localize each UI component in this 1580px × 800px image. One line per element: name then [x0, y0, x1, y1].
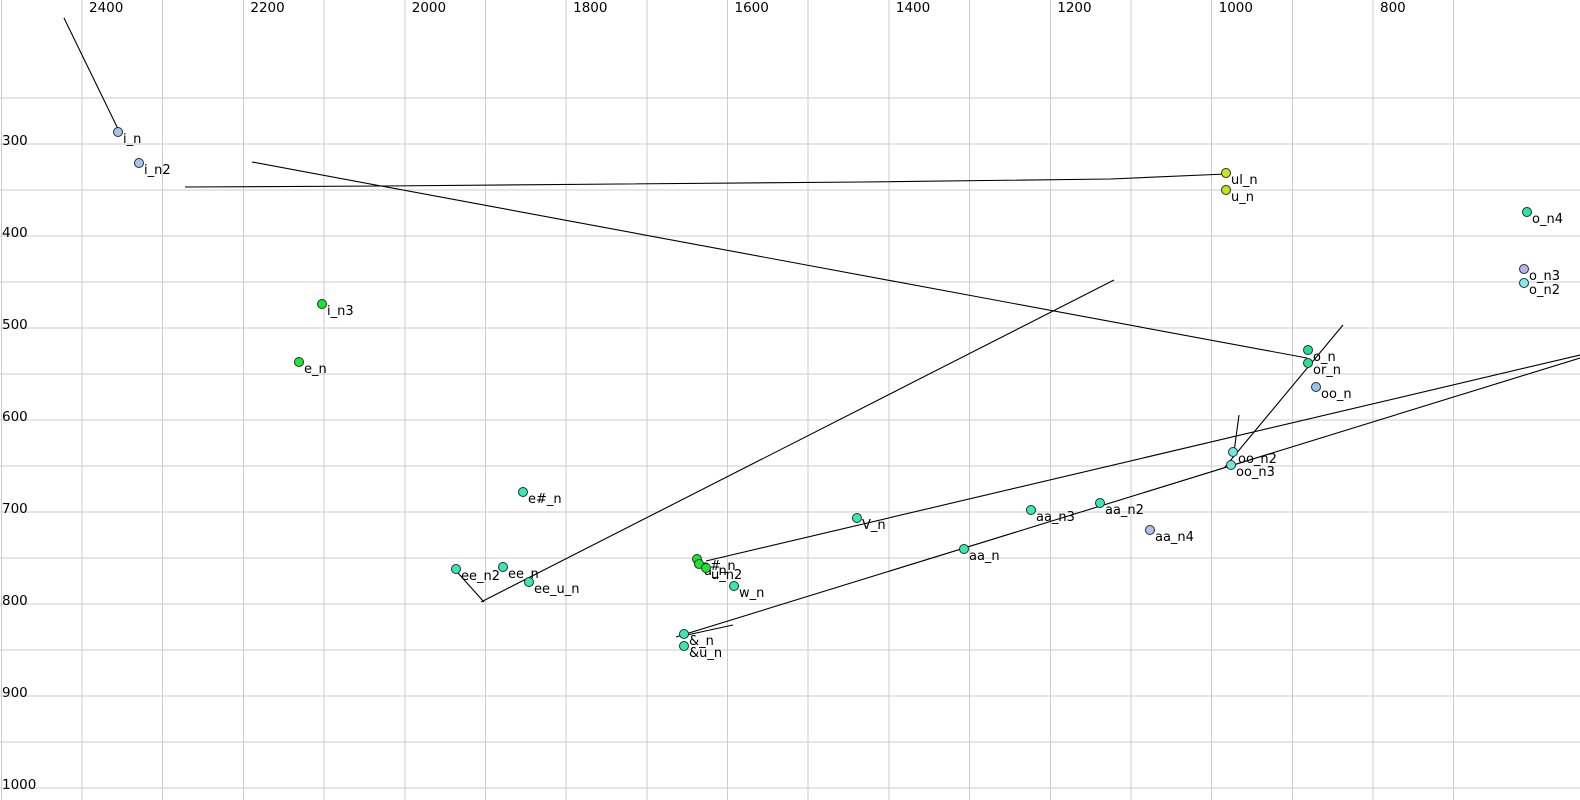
data-point-label-oo_n3: oo_n3 [1236, 465, 1275, 480]
data-point-label-e_n: e_n [304, 362, 327, 377]
data-point-label-i_n2: i_n2 [144, 163, 171, 178]
data-point-&u_n[interactable] [679, 641, 689, 651]
data-point-label-aa_n: aa_n [969, 549, 1000, 564]
data-point-label-ee_n: ee_n [508, 567, 539, 582]
x-tick-label: 2200 [250, 0, 285, 16]
data-point-label-aa_n4: aa_n4 [1155, 530, 1194, 545]
data-point-V_n[interactable] [852, 513, 862, 523]
y-tick-label: 1000 [2, 777, 37, 793]
data-point-ee_u_n[interactable] [524, 577, 534, 587]
data-point-label-o_n: o_n [1313, 350, 1336, 365]
data-point-o_n3[interactable] [1519, 264, 1529, 274]
data-point-ee_n[interactable] [498, 562, 508, 572]
x-tick-label: 800 [1380, 0, 1406, 16]
data-point-oo_n3[interactable] [1226, 460, 1236, 470]
y-tick-label: 500 [2, 317, 28, 333]
data-point-label-&u_n: &u_n [689, 646, 723, 661]
y-tick-label: 900 [2, 685, 28, 701]
connector-line-short-left [457, 572, 485, 603]
data-point-label-i_n3: i_n3 [327, 304, 354, 319]
connector-line-long-diagonal-down [251, 161, 1308, 359]
x-tick-label: 2400 [89, 0, 124, 16]
connector-line-lower-rise-2 [675, 357, 1580, 638]
data-point-ee_n2[interactable] [451, 564, 461, 574]
y-tick-label: 300 [2, 133, 28, 149]
data-point-ul_n[interactable] [1221, 168, 1231, 178]
data-point-label-ee_n2: ee_n2 [461, 569, 501, 584]
connector-line-short-mid [686, 624, 734, 636]
data-point-i_n2[interactable] [134, 158, 144, 168]
data-point-o_n[interactable] [1303, 345, 1313, 355]
data-point-e_n[interactable] [294, 357, 304, 367]
data-point-u_n[interactable] [1221, 185, 1231, 195]
connector-line-mid-rising [480, 279, 1115, 603]
data-point-label-aa_n3: aa_n3 [1036, 510, 1075, 525]
data-point-w_n[interactable] [729, 581, 739, 591]
data-point-label-oo_n2: oo_n2 [1238, 452, 1277, 467]
data-point-label-or_n: or_n [1313, 363, 1342, 378]
data-point-label-o_n2: o_n2 [1529, 283, 1560, 298]
x-tick-label: 1000 [1218, 0, 1253, 16]
connector-line-lower-rise-1 [705, 354, 1580, 562]
data-point-label-w_n: w_n [739, 586, 765, 601]
data-point-aa_n2[interactable] [1095, 498, 1105, 508]
x-tick-label: 1200 [1057, 0, 1092, 16]
connector-line-u-horizontal [184, 173, 1227, 188]
y-tick-label: 800 [2, 593, 28, 609]
y-tick-label: 400 [2, 225, 28, 241]
data-point-label-oo_n: oo_n [1321, 387, 1352, 402]
data-point-aa_n4[interactable] [1145, 525, 1155, 535]
y-tick-label: 700 [2, 501, 28, 517]
x-tick-label: 2000 [411, 0, 447, 16]
data-point-label-i_n: i_n [123, 132, 142, 147]
data-point-o_n2[interactable] [1519, 278, 1529, 288]
data-point-u_n2[interactable] [701, 563, 711, 573]
data-point-label-ul_n: ul_n [1231, 173, 1258, 188]
data-point-i_n[interactable] [113, 127, 123, 137]
data-point-label-aa_n2: aa_n2 [1105, 503, 1144, 518]
connector-line-o-steep [1224, 324, 1344, 468]
data-point-label-e#_n: e#_n [528, 492, 562, 507]
data-point-i_n3[interactable] [317, 299, 327, 309]
x-tick-label: 1400 [895, 0, 931, 16]
connector-line-oo-vertical [1233, 414, 1240, 453]
data-point-or_n[interactable] [1303, 358, 1313, 368]
data-point-aa_n[interactable] [959, 544, 969, 554]
data-point-label-u_n: u_n [1231, 190, 1254, 205]
x-tick-label: 1600 [734, 0, 769, 16]
data-point-label-o_n4: o_n4 [1532, 212, 1563, 227]
data-point-label-o_n3: o_n3 [1529, 269, 1560, 284]
data-point-aa_n3[interactable] [1026, 505, 1036, 515]
y-tick-label: 600 [2, 409, 28, 425]
x-tick-label: 1800 [573, 0, 608, 16]
data-point-e#_n[interactable] [518, 487, 528, 497]
data-point-o_n4[interactable] [1522, 207, 1532, 217]
data-point-label-ee_u_n: ee_u_n [534, 582, 580, 597]
data-point-label-V_n: V_n [862, 518, 886, 533]
data-point-label-&_n: &_n [689, 634, 714, 649]
data-point-oo_n2[interactable] [1228, 447, 1238, 457]
data-point-oo_n[interactable] [1311, 382, 1321, 392]
data-point-label-u_n2: u_n2 [711, 568, 743, 583]
data-point-&_n[interactable] [679, 629, 689, 639]
connector-line-i-to-i3 [63, 17, 121, 134]
